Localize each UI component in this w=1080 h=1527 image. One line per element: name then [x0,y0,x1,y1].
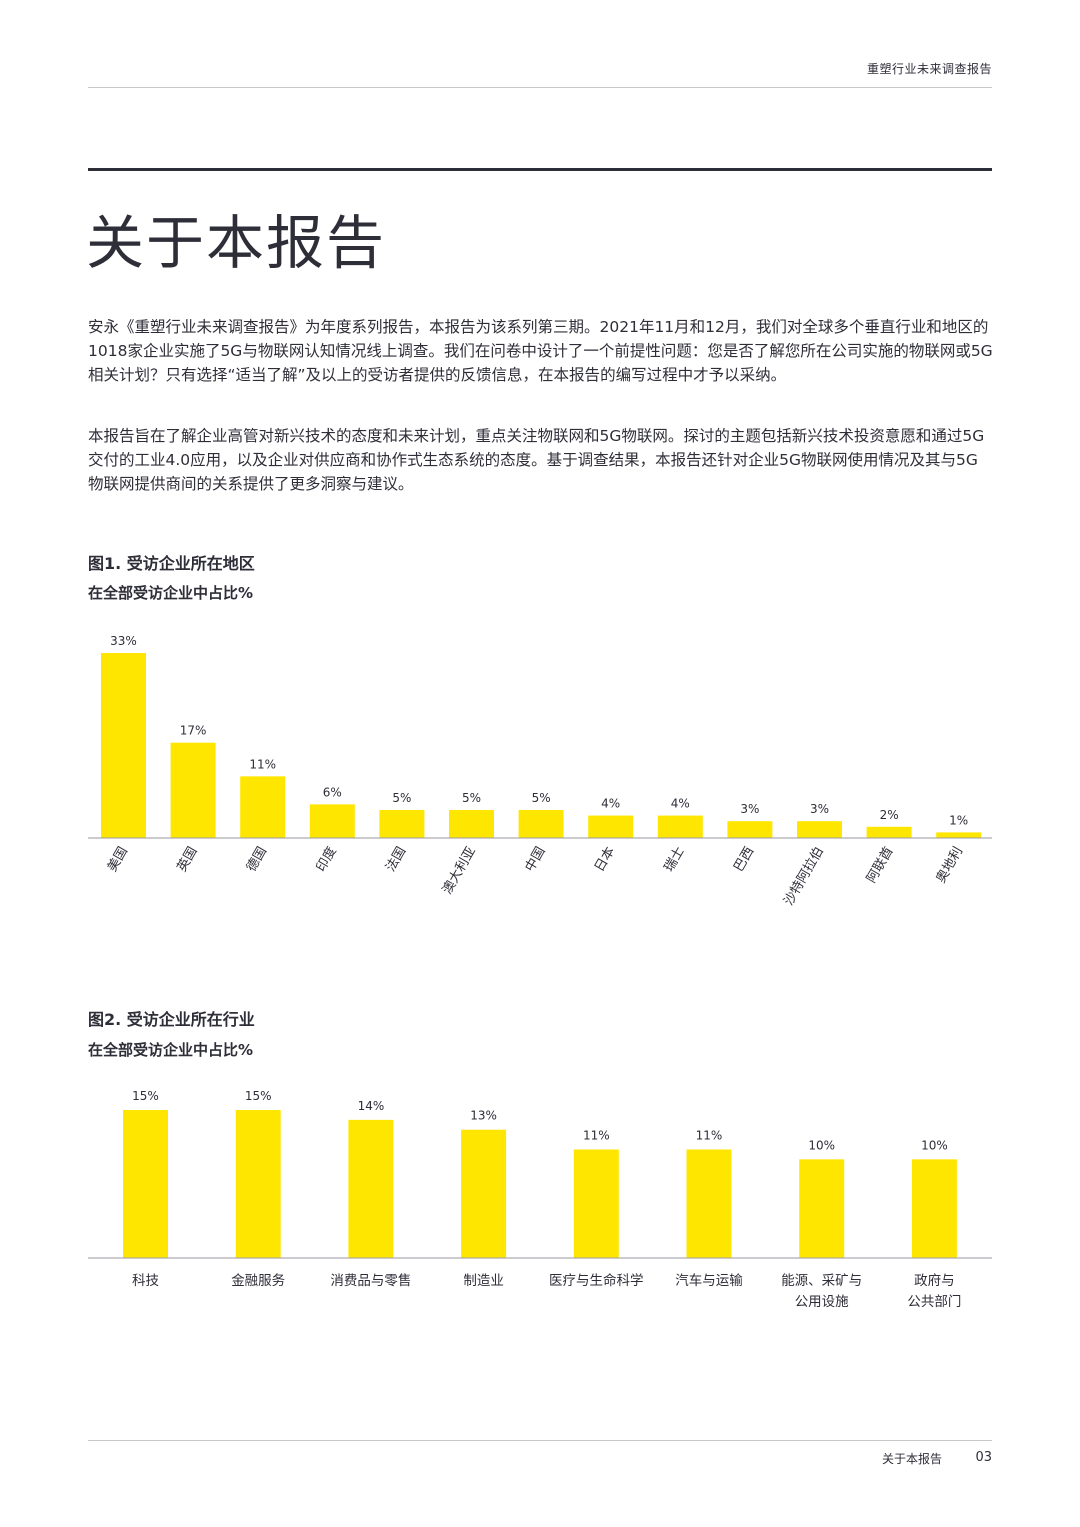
value-label-0: 15% [132,1089,159,1103]
value-label-4: 11% [583,1128,610,1142]
category-label-8: 瑞士 [662,845,688,875]
figure1-title: 图1. 受访企业所在地区 [88,554,255,573]
bar-9 [727,821,773,838]
category-label-5: 汽车与运输 [675,1272,743,1289]
value-label-0: 33% [110,634,137,648]
category-label-10: 沙特阿拉伯 [781,845,826,909]
value-label-7: 10% [921,1138,948,1152]
category-label-4: 法国 [383,845,409,875]
value-label-2: 14% [358,1099,385,1113]
bar-5 [449,809,494,838]
value-label-4: 5% [392,791,411,805]
figure2-subtitle: 在全部受访企业中占比% [88,1041,254,1059]
category-label-6: 能源、采矿与公用设施 [781,1273,862,1310]
value-label-2: 11% [249,757,276,771]
value-label-10: 3% [810,802,829,816]
bar-0 [101,653,146,838]
category-label-3: 印度 [313,844,340,875]
bar-6 [518,809,564,838]
category-label-11: 阿联酋 [863,844,896,886]
category-label-5: 澳大利亚 [439,844,479,897]
category-label-9: 巴西 [731,845,757,875]
category-label-0: 科技 [132,1273,159,1289]
figure1-bar-chart: 33% 美国 17% 英国 11% 德国 6% 印度 5% 法国 5% 澳大利亚 5% 中国 4% 日本 4% 瑞… [88,634,992,909]
value-label-11: 2% [880,808,899,822]
value-label-12: 1% [949,813,968,827]
value-label-7: 4% [601,797,620,811]
value-label-3: 13% [470,1109,497,1123]
value-label-5: 5% [462,791,481,805]
value-label-9: 3% [740,802,759,816]
category-label-2: 德国 [244,845,270,875]
category-label-0: 美国 [105,845,131,875]
bar-6 [799,1159,845,1258]
value-label-6: 10% [808,1138,835,1152]
intro-paragraph-2: 本报告旨在了解企业高管对新兴技术的态度和未来计划，重点关注物联网和5G物联网。探… [88,427,985,493]
bar-5 [686,1149,732,1258]
header-divider [88,87,992,88]
bar-4 [573,1149,619,1258]
bar-1 [235,1110,281,1258]
category-label-1: 英国 [175,845,201,875]
bar-12 [936,832,982,838]
bar-2 [348,1119,394,1258]
category-label-6: 中国 [523,845,549,875]
bar-4 [379,809,425,838]
category-label-12: 奥地利 [934,845,966,886]
value-label-3: 6% [323,785,342,799]
bar-0 [123,1110,168,1258]
category-label-3: 制造业 [463,1273,504,1289]
figure2-title: 图2. 受访企业所在行业 [88,1010,255,1029]
bar-10 [797,821,842,838]
category-label-4: 医疗与生命科学 [549,1272,644,1289]
title-rule [88,168,992,171]
bar-7 [588,815,634,838]
bar-8 [657,815,703,838]
category-label-7: 日本 [592,845,618,875]
bar-3 [461,1129,507,1258]
value-label-1: 17% [180,724,207,738]
bar-2 [240,776,286,838]
value-label-6: 5% [532,791,551,805]
figure1-subtitle: 在全部受访企业中占比% [88,584,254,602]
bar-3 [309,804,355,838]
intro-paragraph-1: 安永《重塑行业未来调查报告》为年度系列报告，本报告为该系列第三期。2021年11… [88,318,993,384]
value-label-8: 4% [671,797,690,811]
page-title: 关于本报告 [86,209,387,277]
page-number: 03 [975,1450,992,1465]
bar-1 [170,742,216,838]
report-series-title: 重塑行业未来调查报告 [866,62,992,76]
bar-7 [911,1159,957,1258]
value-label-5: 11% [696,1128,723,1142]
figure2-bar-chart: 15% 科技 15% 金融服务 14% 消费品与零售 13% 制造业 11% 医疗与生命科学 11%… [88,1089,992,1310]
category-label-2: 消费品与零售 [330,1273,411,1289]
category-label-1: 金融服务 [231,1273,285,1289]
footer-divider [88,1440,992,1441]
footer-section-name: 关于本报告 [881,1452,942,1466]
category-label-7: 政府与公共部门 [907,1273,961,1310]
value-label-1: 15% [245,1089,272,1103]
bar-11 [866,826,912,838]
